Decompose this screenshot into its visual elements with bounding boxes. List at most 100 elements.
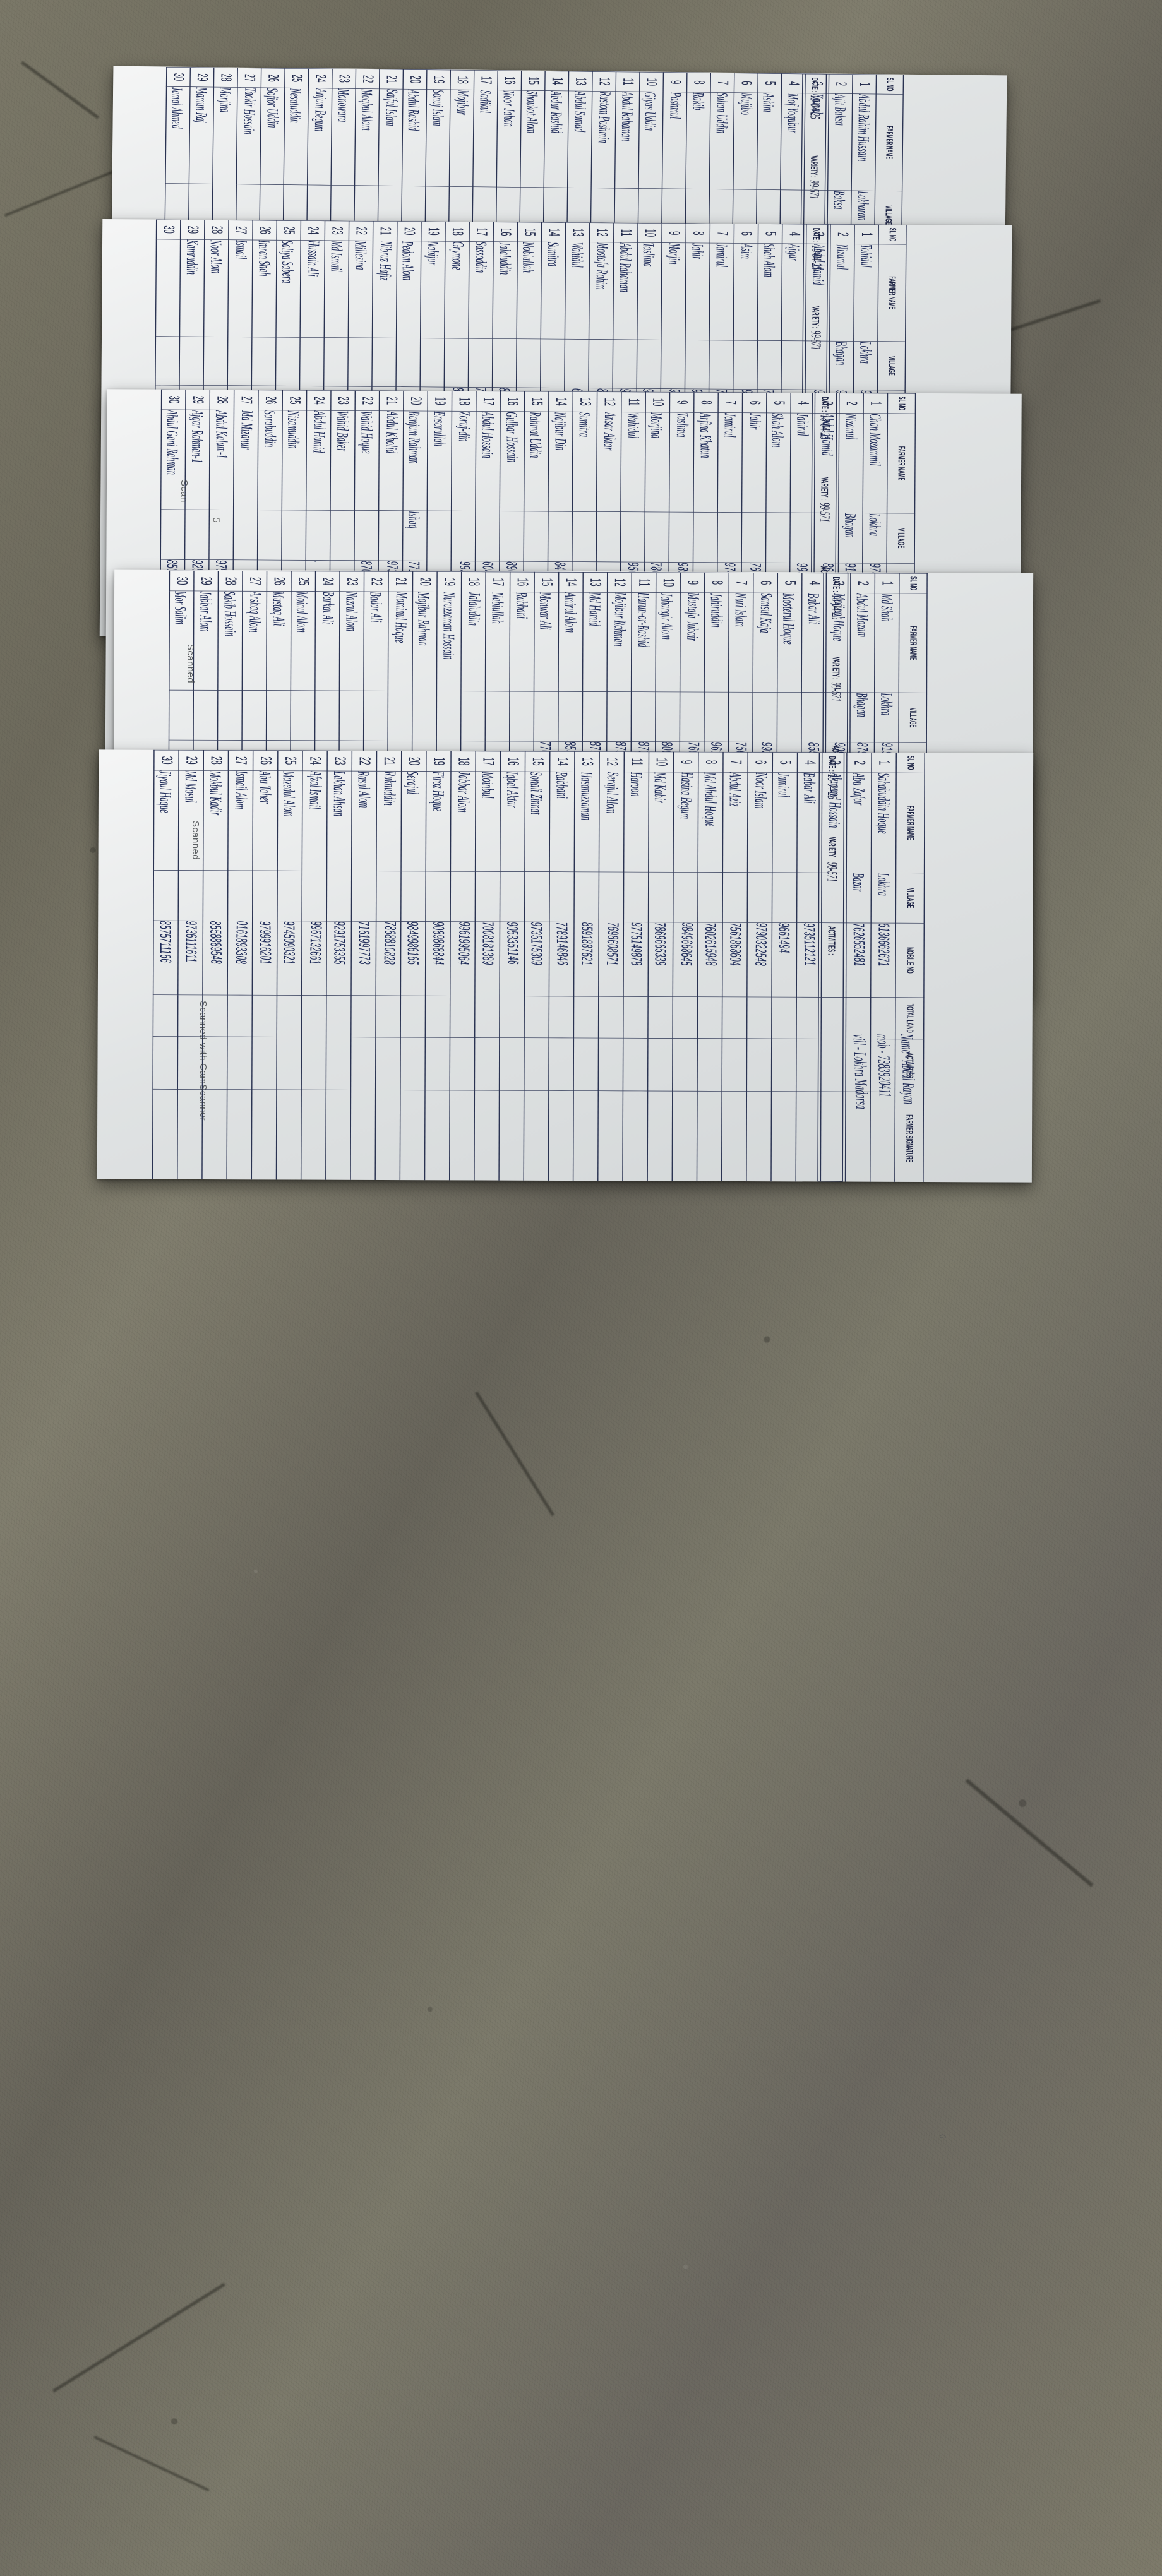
cell-village: Lokhra — [871, 873, 896, 924]
cell-sl: 6 — [734, 224, 758, 244]
cell-sl: 18 — [450, 751, 476, 772]
table-row[interactable]: 17 Moinbul 7008181389 — [474, 751, 501, 1183]
cell-village — [371, 338, 397, 387]
cell-sl: 1 — [863, 393, 888, 414]
cell-name — [155, 239, 181, 337]
table-row[interactable]: 9 Hasina Begum 9849668645 — [672, 751, 698, 1183]
cell-sign — [227, 1089, 252, 1183]
table-row[interactable]: 6 Noor Islam 9790322548 — [746, 752, 773, 1183]
cell-sign — [524, 1090, 549, 1183]
cell-sl: 17 — [473, 70, 498, 90]
cell-sign — [449, 1090, 475, 1183]
watermark-camscanner: Scanned with CamScanner — [198, 1001, 208, 1121]
cell-sl: 19 — [426, 69, 450, 90]
cell-village — [728, 691, 753, 742]
table-row[interactable]: 22 Rasul Alom 7161997773 — [350, 751, 377, 1183]
cell-land — [252, 995, 277, 1037]
table-row[interactable]: 19 Firoz Hoque 9089868844 — [424, 751, 452, 1183]
cell-name: Sonuj Islam — [425, 89, 450, 187]
cell-name: Najibur Din — [548, 412, 573, 512]
cell-name: Mujibo — [733, 92, 758, 190]
cell-name: Noor Jahan — [496, 90, 521, 188]
cell-sl: 6 — [748, 752, 773, 773]
table-row[interactable]: 27 Ismail Alom 0161893308 — [227, 750, 253, 1183]
table-row[interactable]: 13 Hasanuzzaman 8591887621 — [573, 751, 600, 1183]
cell-village — [302, 871, 327, 921]
cell-village — [444, 338, 469, 388]
cell-village — [412, 690, 436, 741]
cell-sl: 25 — [284, 68, 309, 88]
cell-village — [396, 338, 421, 387]
cell-name: Wahidul — [565, 242, 590, 340]
cell-mobile: 9735175309 — [524, 922, 549, 996]
cell-sl: 7 — [710, 73, 734, 93]
table-row[interactable]: 23 Lakhan Ahsan 9291753355 — [325, 751, 352, 1183]
table-row[interactable]: 10 Md Kabir 7869665339 — [647, 751, 674, 1183]
cell-village — [251, 337, 276, 386]
cell-sl: 19 — [428, 391, 452, 412]
cell-name: Abdul Rahaman — [614, 91, 640, 189]
table-row[interactable]: 16 Iqbal Aktar 9053351146 — [499, 751, 525, 1183]
cell-sign — [573, 1090, 599, 1183]
cell-sl: 12 — [592, 71, 616, 92]
table-row[interactable]: 26 Abu Taher 9799916201 — [251, 750, 278, 1183]
cell-act — [276, 1037, 302, 1090]
cell-name: Arfina Khatun — [693, 412, 719, 513]
cell-sl: 23 — [332, 69, 356, 89]
cell-sl: 20 — [403, 391, 428, 412]
cell-act — [548, 1037, 574, 1091]
cell-sl: 11 — [624, 751, 649, 772]
table-row[interactable]: 8 Md Abdul Hoque 7602615948 — [697, 752, 724, 1183]
table-row[interactable]: 25 Mazedul Alom 9745090321 — [276, 750, 303, 1183]
cell-village — [227, 870, 253, 921]
cell-name: Abdul Kholid — [378, 410, 404, 511]
cell-sl: 6 — [733, 73, 758, 93]
table-row[interactable]: 7 Abdul Aziz 7561868604 — [721, 752, 748, 1183]
cell-sl: 10 — [637, 223, 662, 243]
table-row[interactable]: 11 Haroon 9775149878 — [622, 751, 649, 1183]
cell-name: Rabbani — [509, 592, 534, 691]
cell-sl: 8 — [693, 392, 719, 413]
table-row[interactable]: 21 Ruknuddin 7868810828 — [375, 751, 402, 1183]
cell-name: Rabbani — [549, 772, 575, 872]
table-row[interactable]: 20 Serajul 9849986165 — [400, 751, 426, 1183]
cell-name: Rakib — [685, 92, 710, 189]
cell-name: Shoukot Alom — [520, 90, 545, 188]
cell-village — [475, 871, 500, 922]
table-row[interactable]: 15 Sonali Zinnat 9735175309 — [524, 751, 550, 1183]
table-row[interactable]: 30 Jiyaul Haque 8575711166 — [152, 750, 179, 1183]
table-row[interactable]: 12 Serajul Alom 7698608571 — [597, 751, 625, 1183]
cell-sl: 19 — [436, 571, 462, 592]
cell-sl: 24 — [314, 571, 340, 592]
cell-sl: 9 — [673, 751, 698, 773]
cell-name: Imran Shah — [251, 239, 277, 338]
cell-sl: 29 — [185, 390, 210, 410]
cell-sl: 4 — [781, 73, 805, 93]
table-row[interactable]: 24 Afzal Ismail 9967132661 — [301, 750, 328, 1183]
cell-sign — [325, 1090, 351, 1183]
cell-sl: 19 — [426, 751, 452, 772]
cell-name: Abdul Rahaman — [613, 242, 638, 340]
cell-village — [460, 691, 485, 741]
cell-sl: 18 — [445, 222, 470, 242]
cell-sl: 27 — [228, 750, 253, 771]
cell-village — [564, 339, 589, 388]
cell-land — [450, 996, 475, 1038]
cell-village — [772, 872, 797, 923]
cell-sl: 16 — [500, 391, 525, 412]
cell-village — [252, 871, 278, 921]
cell-name: Shah Alom — [757, 243, 782, 341]
table-row[interactable]: 5 Jamirul 9661494 — [770, 752, 798, 1183]
cell-land — [771, 997, 797, 1039]
cell-name: Jamal Ahmed — [165, 86, 190, 184]
cell-mobile: 9745090321 — [277, 921, 302, 996]
cell-land — [153, 994, 178, 1037]
cell-name: Wahid Hoque — [354, 410, 380, 511]
table-row[interactable]: 14 Rabbani 7789146846 — [548, 751, 575, 1183]
table-row[interactable]: 18 Jabbar Alom 9961995064 — [449, 751, 476, 1183]
cell-mobile: 9736111611 — [177, 921, 203, 995]
cell-sl: 16 — [510, 571, 534, 592]
cell-village — [697, 872, 723, 923]
cell-name: Abu Taher — [252, 770, 278, 871]
cell-sign — [400, 1090, 426, 1183]
